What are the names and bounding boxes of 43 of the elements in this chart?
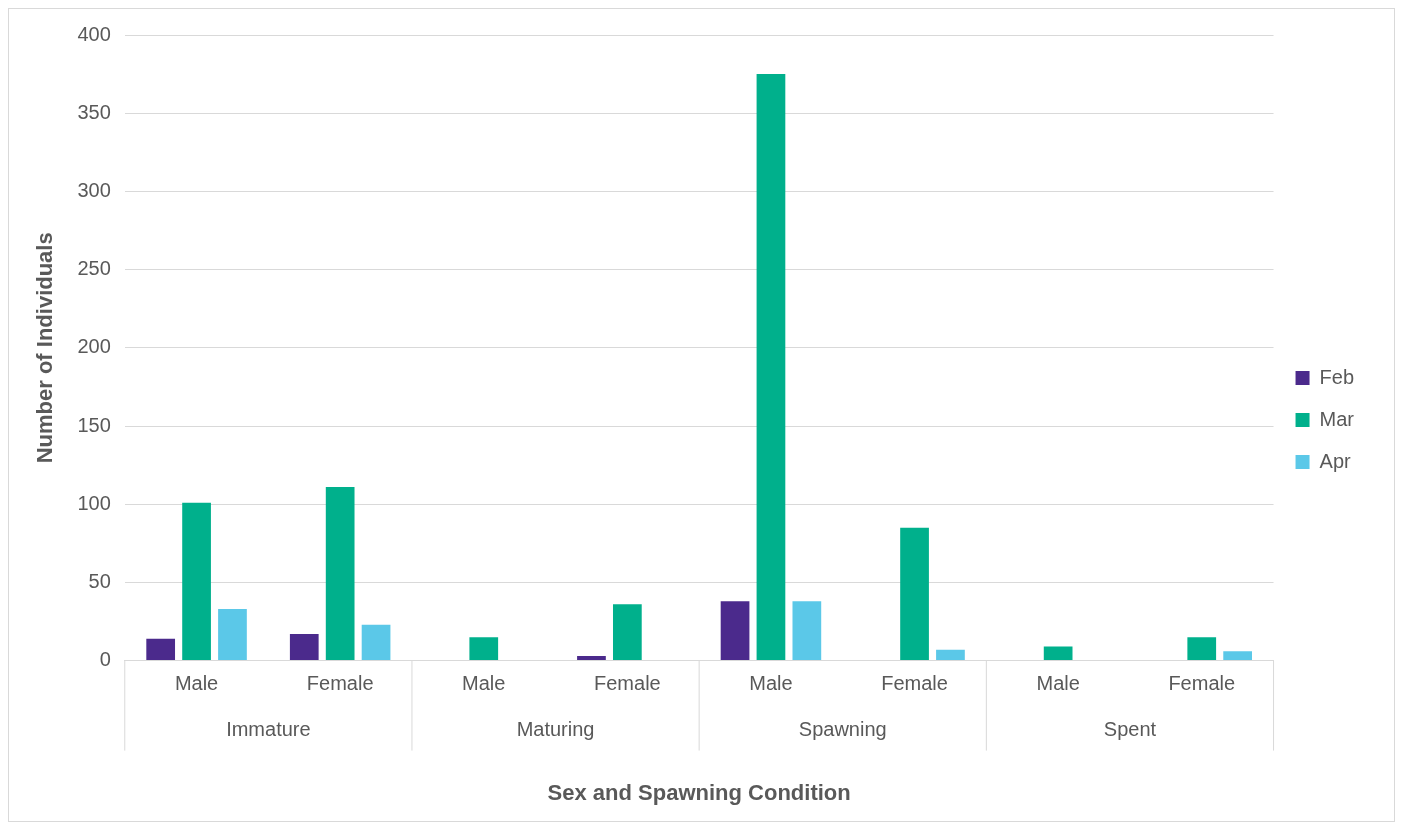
x-tick-label: Female	[306, 672, 374, 695]
x-tick-label: Female	[881, 672, 948, 695]
bar	[325, 487, 355, 661]
y-tick-label: 250	[77, 257, 111, 280]
x-tick-label: Female	[1168, 672, 1236, 695]
bar	[1187, 637, 1217, 661]
bar	[792, 601, 822, 661]
x-tick-label: Male	[462, 672, 506, 695]
bar	[361, 624, 391, 661]
bar	[720, 601, 750, 661]
legend-label: Feb	[1319, 365, 1355, 388]
x-tick-label: Male	[174, 672, 219, 695]
y-axis-title: Number of Individuals	[32, 232, 58, 464]
y-tick-label: 50	[88, 569, 111, 592]
bar	[146, 638, 176, 661]
bar	[289, 634, 319, 661]
text: Spawning	[798, 718, 887, 741]
y-tick-label: 300	[77, 178, 111, 201]
x-tick-label: Female	[594, 672, 661, 695]
bar	[218, 608, 247, 661]
bar	[756, 74, 786, 661]
bar	[577, 655, 606, 661]
legend-label: Apr	[1319, 449, 1351, 472]
bar	[182, 502, 211, 661]
x-axis-title: Sex and Spawning Condition	[547, 779, 851, 805]
y-tick-label: 400	[77, 22, 111, 45]
text: Immature	[226, 718, 311, 741]
bar	[613, 604, 642, 661]
text: Spent	[1103, 718, 1157, 741]
bar	[1223, 651, 1252, 661]
legend-label: Mar	[1319, 407, 1355, 430]
y-tick-label: 200	[77, 335, 111, 358]
bar	[1043, 646, 1073, 661]
bar	[900, 527, 929, 661]
x-tick-label: Male	[749, 672, 793, 695]
text: Maturing	[516, 718, 595, 741]
y-tick-label: 0	[99, 648, 111, 671]
x-tick-label: Male	[1036, 672, 1080, 695]
y-tick-label: 100	[77, 491, 111, 514]
bar	[469, 637, 499, 661]
bar	[936, 649, 965, 661]
y-tick-label: 350	[77, 100, 111, 123]
y-tick-label: 150	[77, 413, 111, 436]
